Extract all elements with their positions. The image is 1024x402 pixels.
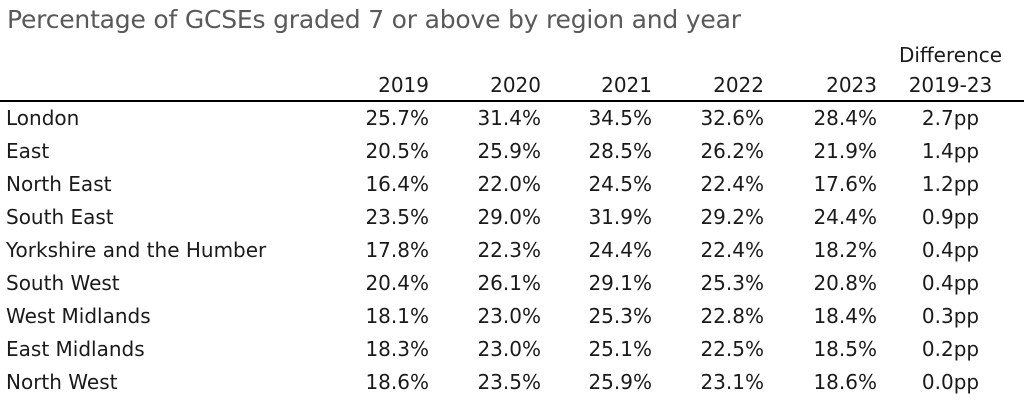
value-cell-2022: 22.4% — [700, 172, 764, 197]
year-header-2021: 2021 — [601, 73, 652, 97]
value-cell-2020: 31.4% — [477, 106, 541, 131]
value-cell-2020: 26.1% — [477, 270, 541, 295]
value-cell-2020: 23.0% — [477, 303, 541, 328]
value-cell-2019: 25.7% — [365, 106, 429, 131]
value-cell-2023: 17.6% — [813, 172, 877, 197]
value-cell-2021: 25.3% — [588, 303, 652, 328]
region-cell: London — [6, 106, 80, 131]
difference-cell: 0.9pp — [921, 205, 980, 230]
region-cell: West Midlands — [6, 303, 151, 328]
difference-cell: 0.4pp — [921, 238, 980, 262]
value-cell-2021: 31.9% — [588, 205, 652, 230]
value-cell-2021: 28.5% — [588, 139, 652, 164]
year-header-2020: 2020 — [490, 73, 541, 97]
value-cell-2021: 34.5% — [588, 106, 652, 131]
table-row: London 25.7% 31.4% 34.5% 32.6% 28.4% 2.7pp — [0, 101, 1024, 135]
value-cell-2020: 23.0% — [477, 336, 541, 361]
value-cell-2023: 24.4% — [813, 205, 877, 230]
value-cell-2021: 25.1% — [588, 336, 652, 361]
difference-header-line2: 2019-23 — [908, 73, 993, 97]
value-cell-2023: 21.9% — [813, 139, 877, 164]
difference-cell: 1.2pp — [921, 172, 980, 197]
table-row: Yorkshire and the Humber 17.8% 22.3% 24.4% 2… — [0, 234, 1024, 267]
value-cell-2021: 29.1% — [588, 270, 652, 295]
region-cell: North West — [6, 369, 118, 394]
region-cell: North East — [6, 172, 112, 197]
value-cell-2020: 25.9% — [477, 139, 541, 164]
header-row: 2019 2020 2021 2022 2023 Difference 2019… — [0, 40, 1024, 101]
region-column-header — [0, 40, 318, 101]
value-cell-2022: 22.4% — [700, 238, 764, 262]
value-cell-2019: 20.5% — [365, 139, 429, 164]
value-cell-2023: 18.4% — [813, 303, 877, 328]
value-cell-2019: 18.1% — [365, 303, 429, 328]
table-row: East 20.5% 25.9% 28.5% 26.2% 21.9% 1.4pp — [0, 135, 1024, 168]
value-cell-2022: 32.6% — [700, 106, 764, 131]
difference-column-header: Difference 2019-23 — [877, 40, 1024, 101]
value-cell-2022: 22.8% — [700, 303, 764, 328]
value-cell-2019: 20.4% — [365, 270, 429, 295]
difference-header-line1: Difference — [898, 43, 1003, 67]
difference-cell: 1.4pp — [921, 139, 980, 164]
table-row: South East 23.5% 29.0% 31.9% 29.2% 24.4% 0.9pp — [0, 201, 1024, 234]
region-cell: South West — [6, 270, 120, 295]
value-cell-2022: 26.2% — [700, 139, 764, 164]
difference-cell: 0.3pp — [921, 303, 980, 328]
value-cell-2019: 18.3% — [365, 336, 429, 361]
table-row: South West 20.4% 26.1% 29.1% 25.3% 20.8% 0.4pp — [0, 266, 1024, 299]
value-cell-2022: 29.2% — [700, 205, 764, 230]
value-cell-2019: 18.6% — [365, 369, 429, 394]
value-cell-2020: 23.5% — [477, 369, 541, 394]
value-cell-2023: 20.8% — [813, 270, 877, 295]
value-cell-2023: 18.5% — [813, 336, 877, 361]
region-cell: South East — [6, 205, 114, 230]
table-row: North West 18.6% 23.5% 25.9% 23.1% 18.6% 0.0pp — [0, 365, 1024, 398]
value-cell-2023: 18.6% — [813, 369, 877, 394]
gcse-region-table: 2019 2020 2021 2022 2023 Difference 2019… — [0, 40, 1024, 398]
value-cell-2022: 23.1% — [700, 369, 764, 394]
value-cell-2023: 18.2% — [813, 238, 877, 262]
difference-cell: 0.2pp — [921, 336, 980, 361]
value-cell-2022: 22.5% — [700, 336, 764, 361]
value-cell-2019: 23.5% — [365, 205, 429, 230]
value-cell-2022: 25.3% — [700, 270, 764, 295]
value-cell-2021: 24.5% — [588, 172, 652, 197]
region-cell: East — [6, 139, 50, 164]
year-header-2022: 2022 — [713, 73, 764, 97]
table-row: North East 16.4% 22.0% 24.5% 22.4% 17.6% 1.2pp — [0, 168, 1024, 201]
table-row: West Midlands 18.1% 23.0% 25.3% 22.8% 18.4% 0.… — [0, 299, 1024, 332]
year-header-2023: 2023 — [826, 73, 877, 97]
region-cell: East Midlands — [6, 336, 145, 361]
region-cell: Yorkshire and the Humber — [6, 238, 267, 262]
value-cell-2019: 16.4% — [365, 172, 429, 197]
table-title: Percentage of GCSEs graded 7 or above by… — [7, 5, 741, 34]
table-row: East Midlands 18.3% 23.0% 25.1% 22.5% 18.5% 0.… — [0, 332, 1024, 365]
value-cell-2023: 28.4% — [813, 106, 877, 131]
value-cell-2021: 24.4% — [588, 238, 652, 262]
value-cell-2020: 29.0% — [477, 205, 541, 230]
year-header-2019: 2019 — [378, 73, 429, 97]
difference-cell: 0.4pp — [921, 270, 980, 295]
value-cell-2019: 17.8% — [365, 238, 429, 262]
value-cell-2020: 22.3% — [477, 238, 541, 262]
difference-cell: 2.7pp — [921, 106, 980, 131]
value-cell-2020: 22.0% — [477, 172, 541, 197]
difference-cell: 0.0pp — [921, 369, 980, 394]
table-body: London 25.7% 31.4% 34.5% 32.6% 28.4% 2.7pp East… — [0, 101, 1024, 398]
value-cell-2021: 25.9% — [588, 369, 652, 394]
